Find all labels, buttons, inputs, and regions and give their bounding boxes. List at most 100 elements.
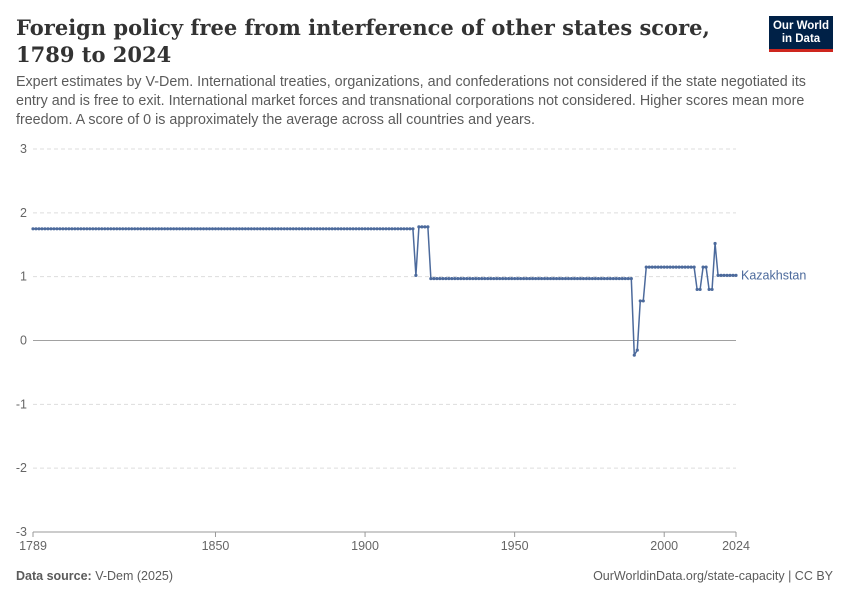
y-tick-label: 1: [20, 270, 27, 284]
data-point: [213, 227, 218, 231]
data-point: [650, 265, 654, 269]
data-point: [399, 227, 403, 231]
data-point: [285, 227, 289, 231]
data-point: [504, 276, 508, 281]
data-point: [91, 227, 95, 231]
data-point: [596, 276, 600, 281]
data-point: [312, 227, 316, 231]
data-point: [169, 227, 173, 231]
data-point: [339, 227, 343, 231]
data-point: [719, 273, 723, 277]
data-point: [297, 227, 301, 231]
owid-logo[interactable]: Our World in Data: [769, 16, 833, 52]
data-point: [225, 227, 230, 231]
data-point: [387, 227, 391, 231]
data-point: [100, 227, 104, 231]
data-point: [237, 227, 242, 231]
data-point: [222, 227, 227, 231]
data-point: [189, 227, 194, 231]
data-point: [160, 227, 164, 231]
data-point: [145, 227, 149, 231]
data-point: [393, 227, 397, 231]
data-point: [279, 227, 283, 231]
data-point: [357, 227, 361, 231]
y-tick-label: -1: [16, 397, 27, 411]
data-point: [698, 287, 702, 292]
data-point: [629, 276, 633, 281]
data-point: [450, 276, 454, 281]
data-point: [605, 276, 609, 281]
y-tick-label: 3: [20, 142, 27, 156]
data-point: [294, 227, 298, 231]
data-point: [456, 276, 460, 281]
data-point: [665, 265, 669, 269]
data-point: [707, 287, 711, 292]
data-point: [375, 227, 379, 231]
series-label-kazakhstan[interactable]: Kazakhstan: [741, 268, 806, 282]
data-point: [210, 227, 215, 231]
data-point: [686, 265, 690, 269]
series-line[interactable]: [33, 226, 736, 356]
data-point: [40, 227, 44, 231]
data-point: [64, 227, 68, 231]
data-point: [186, 227, 191, 231]
data-point: [539, 276, 544, 281]
data-point: [142, 227, 146, 231]
footer-link[interactable]: OurWorldinData.org/state-capacity | CC B…: [593, 569, 833, 583]
data-point: [435, 276, 439, 281]
data-point: [282, 227, 286, 231]
data-point: [563, 276, 568, 281]
data-point: [246, 227, 250, 231]
data-point: [725, 273, 729, 277]
data-point: [37, 227, 41, 231]
data-point: [659, 265, 663, 269]
chart-subtitle: Expert estimates by V-Dem. International…: [16, 74, 806, 128]
data-point: [360, 227, 364, 231]
data-point: [321, 227, 325, 231]
data-point: [701, 265, 705, 269]
data-point: [593, 276, 598, 281]
data-point: [510, 276, 514, 281]
data-point: [489, 276, 493, 281]
data-point: [43, 227, 47, 231]
data-point: [390, 227, 394, 231]
data-point: [617, 276, 621, 281]
data-point: [219, 227, 224, 231]
data-point: [55, 227, 59, 231]
data-point: [85, 227, 89, 231]
data-point: [471, 276, 475, 281]
data-point: [423, 225, 427, 229]
x-tick-label: 1900: [351, 539, 379, 553]
data-point: [557, 276, 562, 281]
data-point: [366, 227, 370, 231]
data-point: [163, 227, 167, 231]
data-point: [228, 227, 233, 231]
data-point: [432, 276, 436, 281]
data-point: [174, 227, 179, 231]
logo-line-1: Our World: [772, 20, 829, 32]
data-point: [462, 276, 466, 281]
data-point: [638, 299, 642, 303]
data-point: [566, 276, 571, 281]
source-label: Data source:: [16, 569, 92, 583]
axis-layer: -3 -2 -1 0 1 2 3 1789 1850 1900 1950 2000 2024: [16, 142, 750, 553]
data-point: [731, 273, 735, 277]
data-point: [710, 287, 714, 292]
data-point: [333, 227, 337, 231]
data-point: [560, 276, 565, 281]
data-point: [554, 276, 559, 281]
data-point: [734, 273, 738, 277]
data-point: [444, 276, 448, 281]
data-point: [614, 276, 618, 281]
data-point: [447, 276, 451, 281]
source-value: V-Dem (2025): [95, 569, 174, 583]
data-point: [243, 227, 247, 231]
data-point: [309, 227, 313, 231]
data-point: [336, 227, 340, 231]
data-point: [88, 227, 92, 231]
data-point: [52, 227, 56, 231]
data-point: [106, 227, 110, 231]
grid-layer: [33, 148, 736, 533]
data-point: [545, 276, 550, 281]
x-tick-label: 1789: [19, 539, 47, 553]
